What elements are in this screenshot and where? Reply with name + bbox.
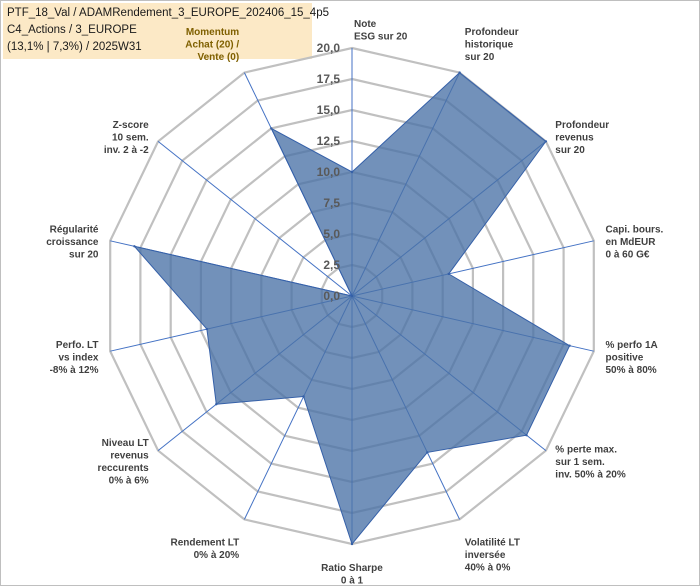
axis-label-8: Rendement LT 0% à 20% (170, 537, 239, 561)
axis-label-5: % perte max. sur 1 sem. inv. 50% à 20% (555, 444, 626, 480)
tick-label-4: 10,0 (317, 165, 341, 179)
axis-label-0-line-1: ESG sur 20 (354, 32, 408, 43)
axis-label-5-line-0: % perte max. (555, 444, 617, 455)
axis-label-12-line-2: inv. 2 à -2 (104, 145, 149, 156)
axis-label-3: Capi. bours. en MdEUR 0 à 60 G€ (606, 224, 664, 260)
chart-title-box: PTF_18_Val / ADAMRendement_3_EUROPE_2024… (3, 3, 329, 59)
radar-series (133, 71, 571, 546)
tick-label-8: 20,0 (317, 41, 341, 55)
tick-label-3: 7,5 (323, 196, 340, 210)
data-point-2 (544, 140, 548, 143)
axis-label-2-line-1: revenus (555, 133, 594, 144)
axis-label-0-line-0: Note (354, 19, 377, 30)
data-point-7 (350, 542, 354, 546)
axis-label-1-line-2: sur 20 (465, 52, 495, 63)
axis-label-2: Profondeur revenus sur 20 (555, 120, 609, 156)
axis-label-12: Z-score 10 sem. inv. 2 à -2 (104, 120, 149, 156)
tick-label-0: 0,0 (323, 289, 340, 303)
axis-label-9: Niveau LT revenus reccurents 0% à 6% (98, 438, 150, 487)
data-point-1 (458, 71, 461, 74)
title-line-1: PTF_18_Val / ADAMRendement_3_EUROPE_2024… (7, 7, 329, 19)
axis-label-11-line-2: sur 20 (69, 249, 99, 260)
axis-label-11-line-1: croissance (46, 237, 99, 248)
title-line-2: C4_Actions / 3_EUROPE (7, 24, 137, 36)
axis-label-7-line-0: Ratio Sharpe (321, 563, 383, 574)
tick-label-2: 5,0 (323, 227, 340, 241)
axis-label-9-line-2: reccurents (98, 463, 150, 474)
tick-label-1: 2,5 (323, 258, 340, 272)
data-point-11 (133, 245, 136, 248)
axis-label-8-line-0: Rendement LT (170, 537, 239, 548)
axis-label-10-line-2: -8% à 12% (50, 365, 99, 376)
data-point-6 (426, 451, 429, 454)
spoke-12 (157, 141, 353, 297)
axis-label-0: Note ESG sur 20 (354, 19, 408, 43)
data-point-0 (350, 170, 354, 174)
axis-label-3-line-2: 0 à 60 G€ (606, 249, 650, 260)
axis-label-1-line-1: historique (465, 40, 514, 51)
axis-label-4-line-2: 50% à 80% (606, 365, 657, 376)
title-line-3: (13,1% | 7,3%) / 2025W31 (7, 41, 142, 53)
data-point-4 (568, 344, 571, 347)
axis-label-13-line-1: Achat (20) / (185, 40, 239, 51)
data-point-5 (525, 434, 528, 437)
axis-label-6: Volatilité LT inversée 40% à 0% (465, 537, 520, 573)
axis-label-9-line-0: Niveau LT (102, 438, 149, 449)
axis-label-13-line-0: Momentum (186, 27, 239, 38)
axis-label-6-line-2: 40% à 0% (465, 562, 511, 573)
axis-label-13-line-2: Vente (0) (198, 52, 240, 63)
axis-label-7-line-1: 0 à 1 (341, 576, 364, 586)
tick-label-7: 17,5 (317, 72, 341, 86)
axis-label-12-line-1: 10 sem. (112, 133, 149, 144)
axis-label-12-line-0: Z-score (113, 120, 150, 131)
axis-label-1-line-0: Profondeur (465, 27, 519, 38)
axis-label-4-line-1: positive (606, 353, 644, 364)
axis-label-4: % perfo 1A positive 50% à 80% (606, 340, 658, 376)
axis-label-2-line-2: sur 20 (555, 145, 585, 156)
axis-label-3-line-0: Capi. bours. (606, 224, 664, 235)
axis-label-10: Perfo. LT vs index -8% à 12% (50, 340, 99, 376)
axis-label-11-line-0: Régularité (50, 224, 99, 235)
data-point-8 (302, 395, 305, 398)
axis-label-10-line-1: vs index (58, 353, 98, 364)
data-point-12 (350, 294, 354, 298)
axis-label-1: Profondeur historique sur 20 (465, 27, 519, 63)
data-point-13 (270, 127, 273, 130)
axis-label-3-line-1: en MdEUR (606, 237, 657, 248)
data-point-3 (447, 272, 450, 276)
axis-label-11: Régularité croissance sur 20 (46, 224, 99, 260)
axis-label-6-line-0: Volatilité LT (465, 537, 520, 548)
data-point-10 (205, 327, 209, 331)
axis-label-10-line-0: Perfo. LT (56, 340, 99, 351)
data-point-9 (215, 403, 218, 406)
axis-label-7: Ratio Sharpe 0 à 1 (321, 563, 383, 586)
axis-label-4-line-0: % perfo 1A (606, 340, 658, 351)
tick-label-5: 12,5 (317, 134, 341, 148)
axis-label-2-line-0: Profondeur (555, 120, 609, 131)
radar-tick-labels: 0,0 2,5 5,0 7,5 10,0 12,5 15,0 17,5 20,0 (317, 41, 341, 303)
tick-label-6: 15,0 (317, 103, 341, 117)
axis-label-6-line-1: inversée (465, 550, 506, 561)
axis-label-9-line-1: revenus (110, 451, 149, 462)
radar-axis-labels: Note ESG sur 20 Profondeur historique sur 20… (46, 19, 663, 586)
axis-label-13: Momentum Achat (20) / Vente (0) (185, 27, 239, 63)
axis-label-5-line-2: inv. 50% à 20% (555, 469, 626, 480)
axis-label-5-line-1: sur 1 sem. (555, 457, 605, 468)
axis-label-8-line-1: 0% à 20% (194, 550, 240, 561)
axis-label-9-line-3: 0% à 6% (109, 476, 149, 487)
